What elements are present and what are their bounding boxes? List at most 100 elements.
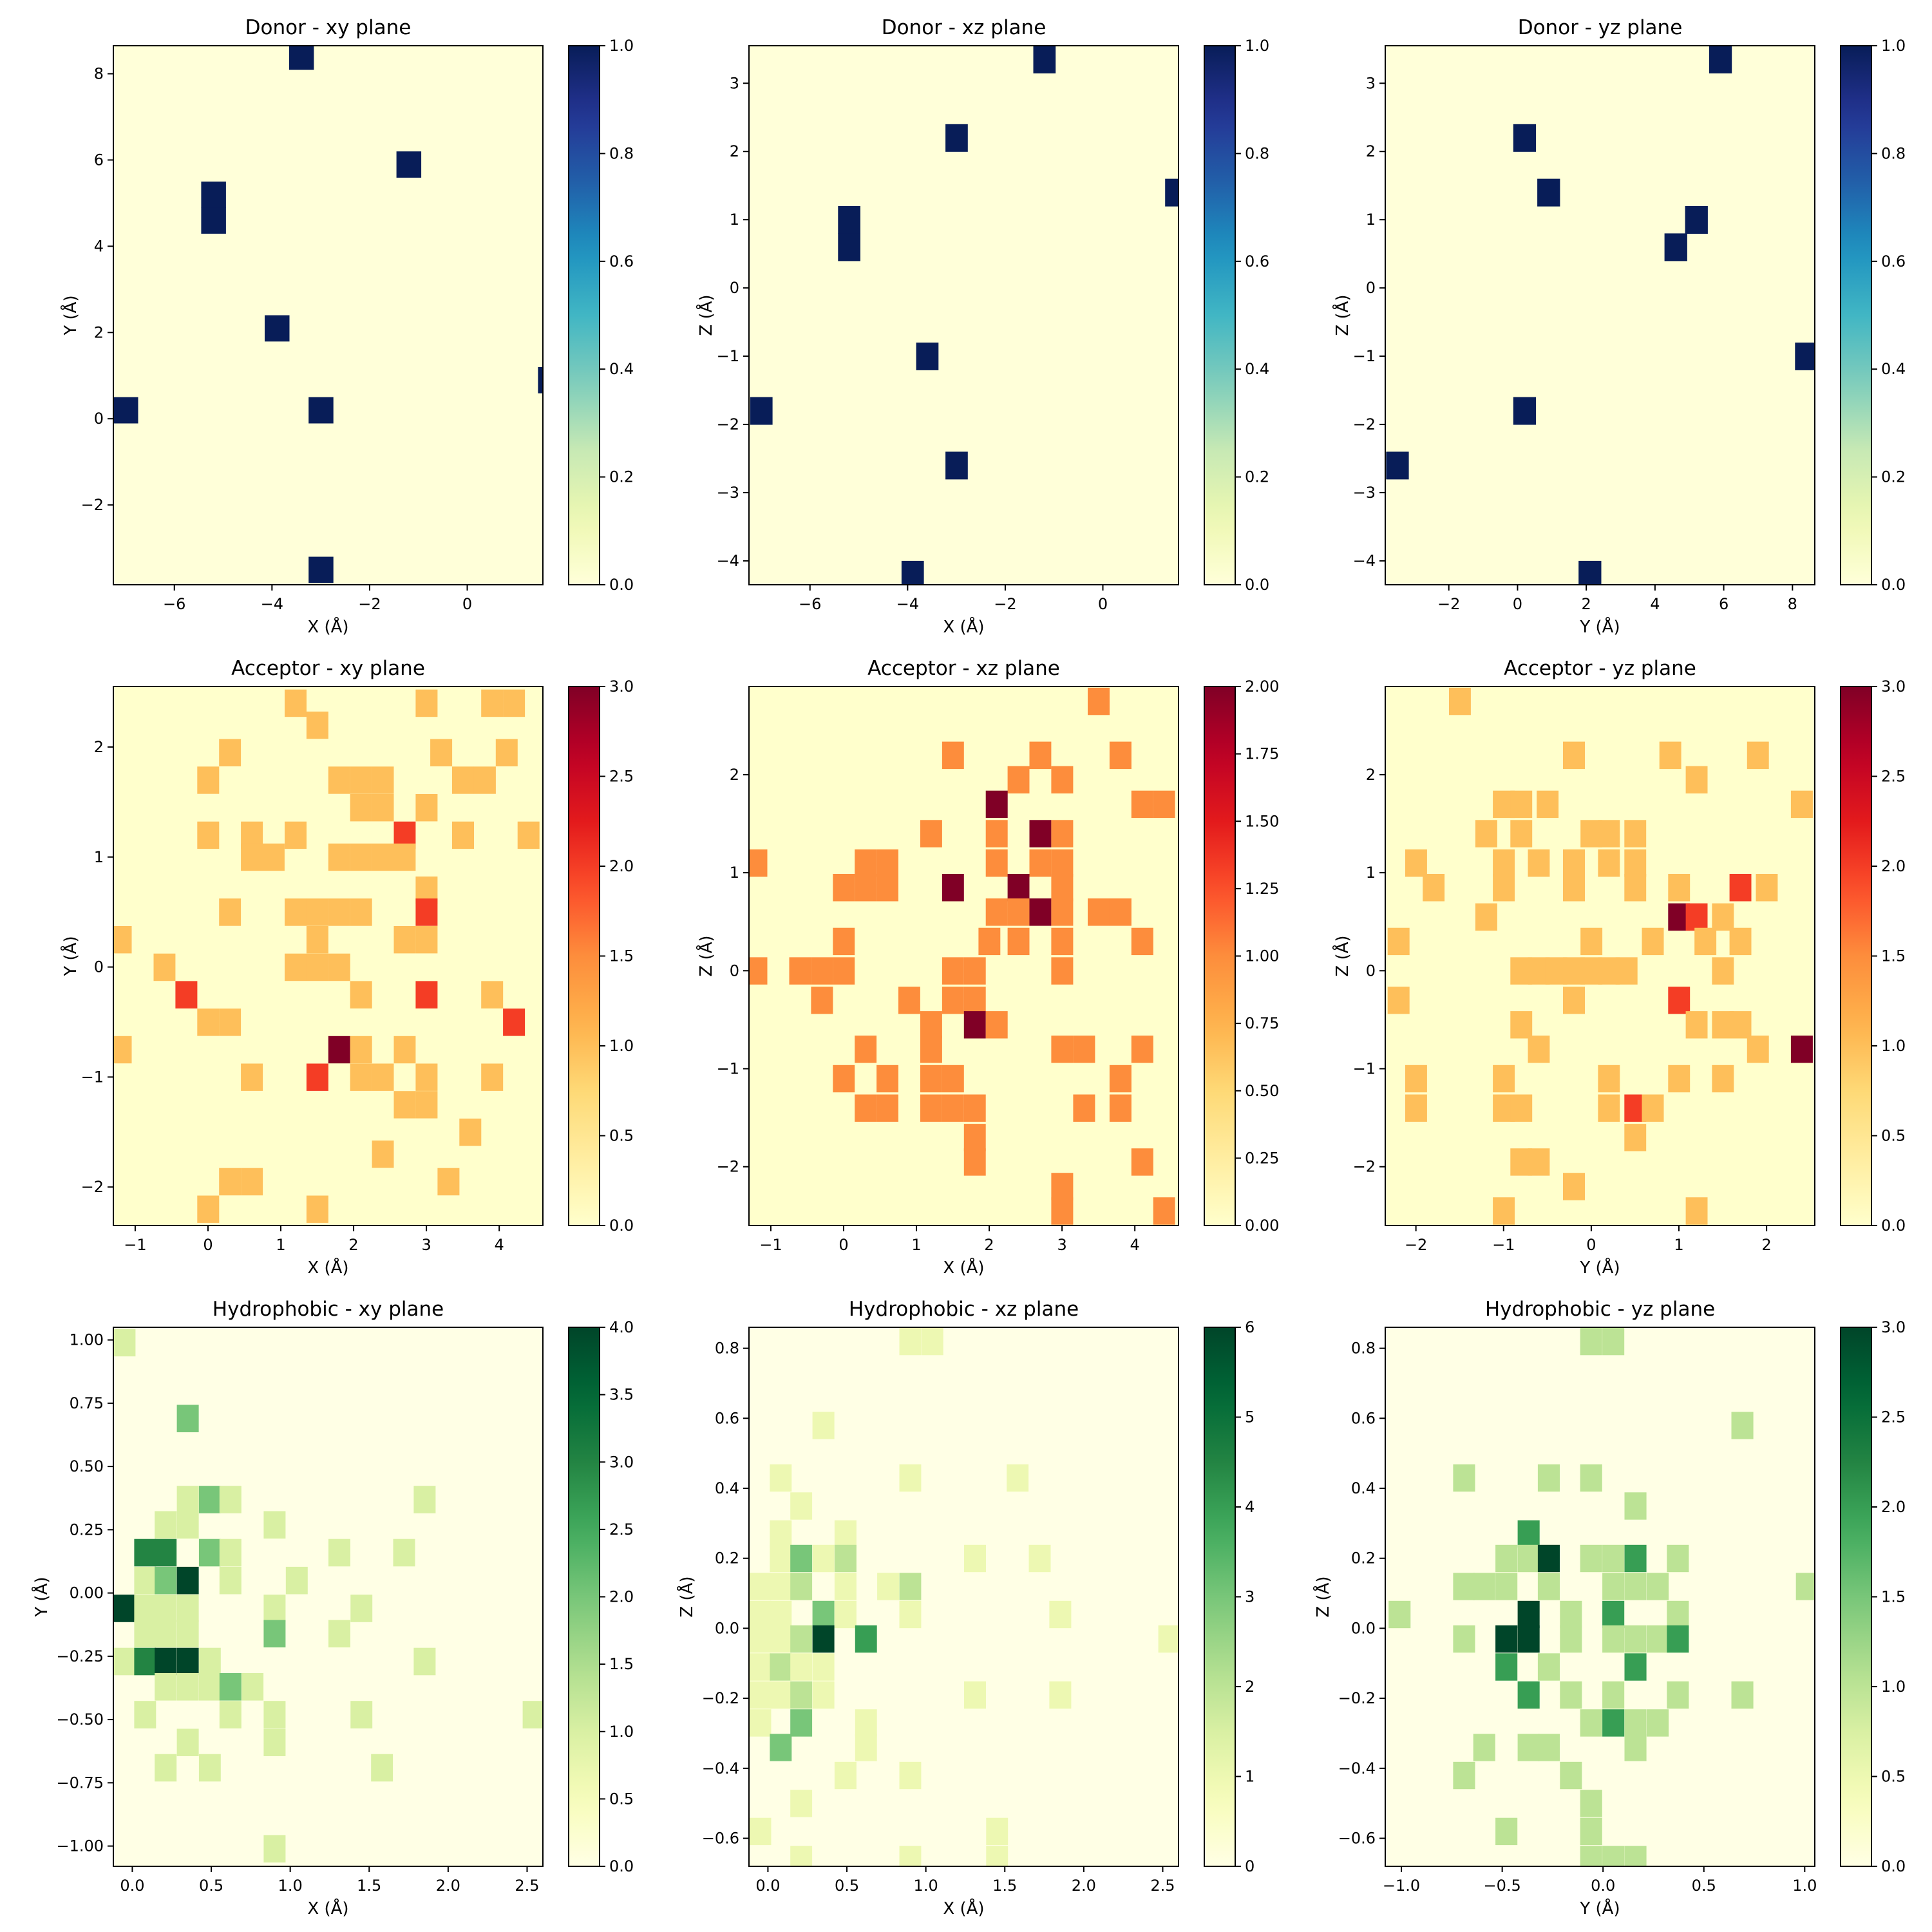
- chart-5-cell: [963, 1148, 986, 1176]
- chart-6-cell: [1729, 874, 1752, 902]
- chart-5-cell: [855, 874, 877, 902]
- chart-2-ytick-label: 0: [730, 279, 739, 297]
- chart-5-cell: [1051, 1197, 1074, 1225]
- chart-7-cbar-tick-label: 1.0: [609, 1723, 634, 1741]
- chart-5-cell: [1073, 1094, 1095, 1122]
- chart-6-cell: [1493, 849, 1515, 877]
- chart-2-xtick-label: 0: [1098, 595, 1108, 613]
- chart-5-cbar-tick-label: 1.75: [1245, 745, 1279, 763]
- chart-8-cell: [770, 1734, 792, 1761]
- chart-3-cbar-tick-label: 1.0: [1881, 37, 1906, 55]
- chart-8-cell: [770, 1653, 792, 1681]
- chart-6-xtick-label: −2: [1405, 1236, 1427, 1254]
- chart-7-xtick-label: 1.5: [357, 1877, 381, 1895]
- chart-5-cell: [749, 957, 768, 985]
- chart-6-xtick-label: 2: [1761, 1236, 1771, 1254]
- chart-9-cell: [1537, 1653, 1560, 1681]
- chart-7-cell: [285, 1566, 308, 1595]
- chart-7-cell: [176, 1673, 199, 1701]
- chart-6-cell: [1598, 820, 1620, 848]
- chart-5-cells: [749, 687, 1175, 1225]
- chart-9-cell: [1602, 1327, 1625, 1356]
- chart-4-xlabel: X (Å): [307, 1257, 348, 1278]
- chart-9-xtick-label: 1.0: [1792, 1877, 1817, 1895]
- chart-7-cell: [219, 1701, 242, 1728]
- chart-4-cbar-tick-label: 2.5: [609, 768, 634, 786]
- chart-5-cell: [920, 1036, 942, 1063]
- chart-4-ytick-label: 1: [94, 848, 104, 866]
- chart-8-cell: [812, 1681, 835, 1709]
- chart-5-cell: [1131, 927, 1153, 956]
- chart-4-cell: [415, 1091, 438, 1119]
- chart-4-cell: [219, 1009, 242, 1036]
- chart-6-cell: [1624, 874, 1647, 902]
- chart-9-cell: [1731, 1681, 1754, 1709]
- chart-7-cell: [134, 1595, 156, 1622]
- chart-7-cell: [113, 1329, 136, 1357]
- chart-7-cell: [198, 1486, 221, 1513]
- chart-5-cell: [833, 1065, 855, 1093]
- chart-7-cell: [350, 1701, 373, 1728]
- chart-5-xtick-label: 3: [1057, 1236, 1066, 1254]
- chart-7-cell: [263, 1595, 286, 1622]
- chart-5-cell: [811, 987, 833, 1014]
- chart-6-colorbar: [1840, 686, 1872, 1226]
- chart-4-cell: [197, 766, 220, 794]
- chart-8-cell: [812, 1412, 835, 1439]
- chart-6-cbar-tick-label: 0.0: [1881, 1217, 1906, 1235]
- chart-6-cell: [1423, 874, 1445, 902]
- chart-7: 0.0 0.5 1.0 1.5 2.0 2.5 −1.00 −0.75 −0.50 −0.25 0.…: [31, 1298, 634, 1918]
- chart-4-cells: [113, 689, 540, 1223]
- chart-4-xtick-label: 4: [495, 1236, 504, 1254]
- chart-6-ytick-label: 2: [1366, 766, 1376, 784]
- chart-8-cell: [964, 1681, 986, 1709]
- chart-3-cell: [1513, 124, 1537, 152]
- chart-4-cell: [328, 843, 350, 871]
- chart-5-ytick-label: 2: [730, 766, 739, 784]
- chart-8-cell: [790, 1681, 813, 1709]
- chart-7-cell: [134, 1701, 156, 1728]
- chart-5-cell: [855, 1094, 877, 1122]
- chart-3-xtick-label: 8: [1788, 595, 1797, 613]
- chart-4-cell: [481, 689, 504, 717]
- chart-6-cell: [1528, 849, 1550, 877]
- chart-7-cell: [155, 1595, 177, 1622]
- chart-8-cell: [834, 1544, 857, 1573]
- chart-7-cell: [263, 1511, 286, 1539]
- chart-8-cell: [812, 1653, 835, 1681]
- chart-5-cell: [985, 790, 1008, 819]
- chart-7-cell: [198, 1647, 221, 1676]
- chart-9-cell: [1580, 1790, 1602, 1817]
- chart-6-frame: [1385, 686, 1815, 1226]
- chart-9-xtick-label: −0.5: [1483, 1877, 1520, 1895]
- chart-5-cell: [1051, 927, 1074, 956]
- chart-9-cell: [1602, 1681, 1625, 1709]
- chart-7-ylabel: Y (Å): [31, 1577, 52, 1617]
- chart-3-colorbar: [1840, 45, 1872, 585]
- chart-5-xtick-label: 1: [911, 1236, 921, 1254]
- chart-8-cbar-tick-label: 1: [1245, 1768, 1255, 1786]
- chart-1-colorbar: [568, 45, 600, 585]
- chart-6-cell: [1528, 1036, 1550, 1063]
- chart-1-title: Donor - xy plane: [245, 16, 412, 39]
- chart-5-cell: [963, 987, 986, 1014]
- chart-6-cell: [1387, 927, 1410, 956]
- chart-6-cell: [1510, 1094, 1533, 1122]
- chart-1-cell: [201, 181, 226, 208]
- chart-9-xtick-label: 0.5: [1692, 1877, 1716, 1895]
- chart-6-cell: [1790, 1036, 1813, 1063]
- chart-4-cell: [306, 926, 328, 954]
- chart-9-cell: [1624, 1544, 1647, 1573]
- chart-2-cbar-tick-label: 0.0: [1245, 576, 1269, 594]
- chart-9-cell: [1580, 1327, 1602, 1356]
- chart-6-cell: [1624, 820, 1647, 848]
- chart-9-cbar-tick-label: 2.5: [1881, 1408, 1906, 1426]
- chart-8-cell: [986, 1846, 1009, 1866]
- chart-2-cell: [750, 397, 773, 425]
- chart-9-cell: [1602, 1709, 1625, 1737]
- chart-1-cell: [289, 46, 314, 70]
- chart-7-cell: [176, 1620, 199, 1648]
- chart-8-cell: [749, 1625, 772, 1653]
- chart-5-cell: [1153, 790, 1175, 819]
